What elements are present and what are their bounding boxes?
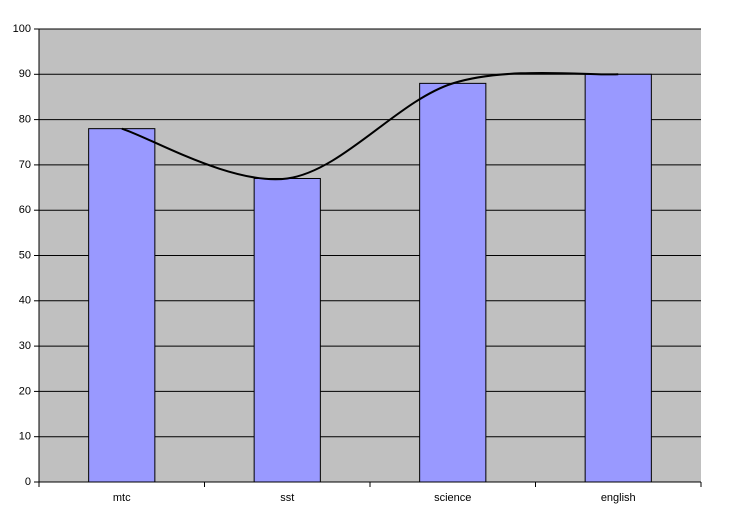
y-tick-label: 100	[13, 23, 31, 35]
smooth-line	[121, 71, 619, 181]
y-tick-label: 40	[19, 295, 31, 307]
y-tick-label: 0	[25, 476, 31, 488]
y-tick-label: 50	[19, 249, 31, 261]
y-tick-label: 90	[19, 68, 31, 80]
y-tick-label: 80	[19, 114, 31, 126]
y-tick-label: 10	[19, 431, 31, 443]
bar	[253, 177, 321, 483]
bar	[584, 73, 652, 483]
bar	[88, 128, 156, 483]
y-tick-label: 30	[19, 340, 31, 352]
y-tick-label: 60	[19, 204, 31, 216]
y-tick-label: 70	[19, 159, 31, 171]
x-tick-label: english	[601, 492, 636, 504]
x-tick-label: mtc	[113, 492, 131, 504]
bar	[419, 82, 487, 483]
x-tick-label: sst	[280, 492, 294, 504]
y-tick-label: 20	[19, 385, 31, 397]
x-tick-label: science	[434, 492, 471, 504]
